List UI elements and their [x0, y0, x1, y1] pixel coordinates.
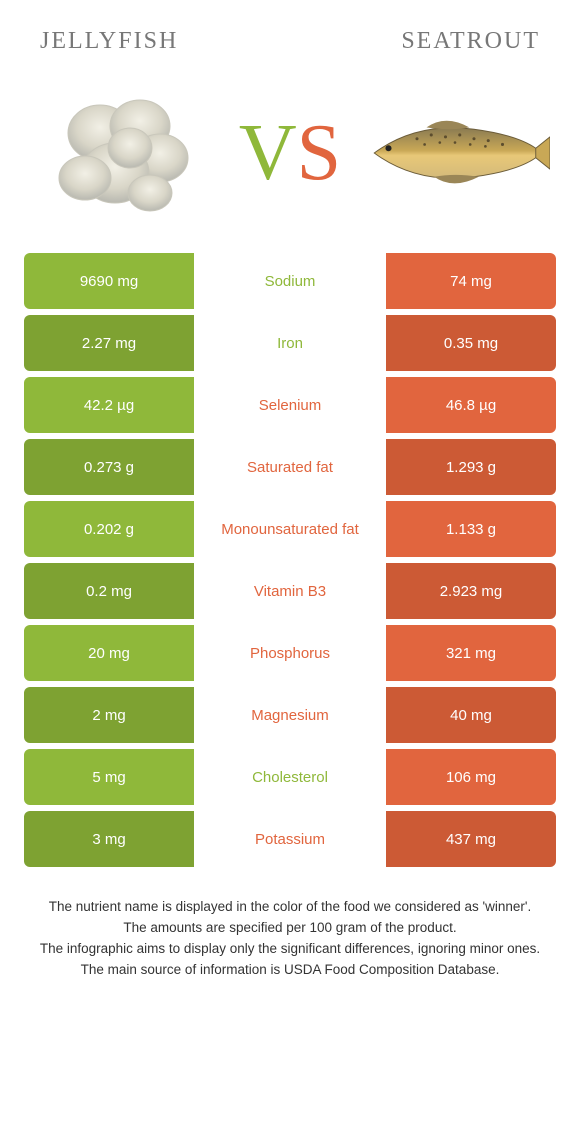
jellyfish-icon — [40, 78, 210, 228]
value-left: 0.2 mg — [24, 563, 194, 619]
nutrient-name: Vitamin B3 — [194, 563, 386, 619]
value-right: 1.293 g — [386, 439, 556, 495]
table-row: 20 mgPhosphorus321 mg — [24, 625, 556, 681]
value-left: 20 mg — [24, 625, 194, 681]
food-left-title: Jellyfish — [40, 28, 178, 55]
nutrient-table: 9690 mgSodium74 mg 2.27 mgIron0.35 mg 42.2… — [0, 253, 580, 867]
value-left: 42.2 µg — [24, 377, 194, 433]
value-right: 321 mg — [386, 625, 556, 681]
table-row: 2.27 mgIron0.35 mg — [24, 315, 556, 371]
fish-icon — [360, 108, 550, 198]
value-left: 3 mg — [24, 811, 194, 867]
footnote-line: The infographic aims to display only the… — [30, 939, 550, 960]
food-right-title: Seatrout — [401, 28, 540, 55]
nutrient-name: Selenium — [194, 377, 386, 433]
nutrient-name: Cholesterol — [194, 749, 386, 805]
nutrient-name: Iron — [194, 315, 386, 371]
nutrient-name: Phosphorus — [194, 625, 386, 681]
food-right-image — [360, 73, 550, 233]
value-left: 5 mg — [24, 749, 194, 805]
value-right: 2.923 mg — [386, 563, 556, 619]
nutrient-name: Magnesium — [194, 687, 386, 743]
vs-s: S — [297, 113, 342, 193]
value-right: 46.8 µg — [386, 377, 556, 433]
value-right: 0.35 mg — [386, 315, 556, 371]
hero-row: VS — [0, 65, 580, 253]
table-row: 9690 mgSodium74 mg — [24, 253, 556, 309]
comparison-header: Jellyfish Seatrout — [0, 0, 580, 65]
value-right: 74 mg — [386, 253, 556, 309]
value-right: 1.133 g — [386, 501, 556, 557]
nutrient-name: Sodium — [194, 253, 386, 309]
value-right: 437 mg — [386, 811, 556, 867]
vs-v: V — [239, 113, 297, 193]
table-row: 0.2 mgVitamin B32.923 mg — [24, 563, 556, 619]
table-row: 5 mgCholesterol106 mg — [24, 749, 556, 805]
table-row: 0.273 gSaturated fat1.293 g — [24, 439, 556, 495]
value-left: 0.273 g — [24, 439, 194, 495]
value-left: 2 mg — [24, 687, 194, 743]
table-row: 42.2 µgSelenium46.8 µg — [24, 377, 556, 433]
vs-label: VS — [239, 113, 341, 193]
value-left: 0.202 g — [24, 501, 194, 557]
footnote-line: The main source of information is USDA F… — [30, 960, 550, 981]
footnote-line: The nutrient name is displayed in the co… — [30, 897, 550, 918]
nutrient-name: Potassium — [194, 811, 386, 867]
table-row: 3 mgPotassium437 mg — [24, 811, 556, 867]
table-row: 0.202 gMonounsaturated fat1.133 g — [24, 501, 556, 557]
value-right: 40 mg — [386, 687, 556, 743]
table-row: 2 mgMagnesium40 mg — [24, 687, 556, 743]
value-left: 9690 mg — [24, 253, 194, 309]
value-right: 106 mg — [386, 749, 556, 805]
nutrient-name: Monounsaturated fat — [194, 501, 386, 557]
nutrient-name: Saturated fat — [194, 439, 386, 495]
footnote-line: The amounts are specified per 100 gram o… — [30, 918, 550, 939]
footnote: The nutrient name is displayed in the co… — [0, 873, 580, 981]
value-left: 2.27 mg — [24, 315, 194, 371]
food-left-image — [30, 73, 220, 233]
